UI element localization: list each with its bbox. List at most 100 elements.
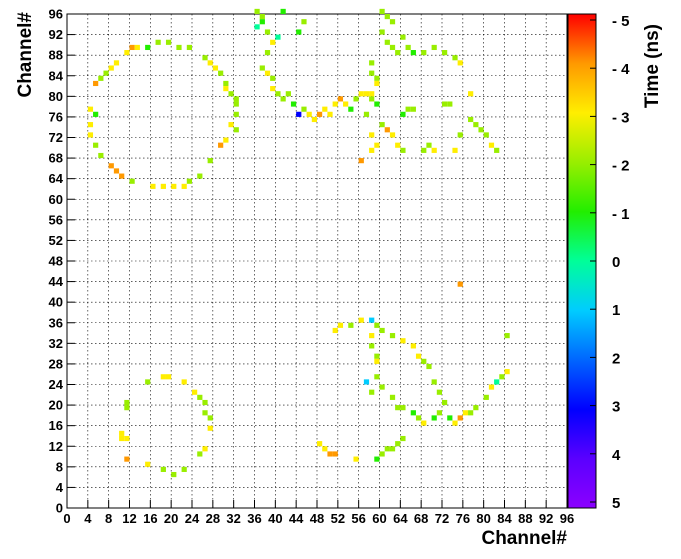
heatmap-cell: [202, 446, 208, 452]
heatmap-cell: [202, 55, 208, 61]
heatmap-cell: [483, 394, 489, 400]
heatmap-cell: [181, 379, 187, 385]
heatmap-cell: [103, 70, 109, 76]
heatmap-cell: [504, 369, 510, 375]
y-tick-label: 68: [49, 151, 63, 166]
x-tick-label: 8: [105, 511, 112, 526]
heatmap-cell: [384, 14, 390, 20]
heatmap-cell: [150, 183, 156, 189]
heatmap-cell: [327, 451, 333, 457]
colorbar-tick-label: - 4: [612, 61, 630, 78]
heatmap-cell: [358, 91, 364, 97]
colorbar-tick-label: - 1: [612, 206, 630, 223]
heatmap-cell: [389, 44, 396, 51]
heatmap-cell: [197, 451, 203, 457]
heatmap-cell: [369, 91, 375, 97]
heatmap-cell: [410, 410, 416, 416]
heatmap-cell: [275, 91, 281, 97]
heatmap-cell: [202, 399, 208, 406]
heatmap-cell: [93, 142, 99, 148]
heatmap-cell: [275, 34, 281, 40]
heatmap-cell: [447, 415, 453, 421]
heatmap-cell: [223, 86, 229, 92]
heatmap-cell: [369, 317, 375, 323]
heatmap-cell: [171, 471, 177, 478]
heatmap-cell: [218, 142, 224, 148]
heatmap-cell: [374, 101, 380, 107]
heatmap-cell: [374, 142, 380, 148]
heatmap-cell: [389, 333, 396, 339]
x-tick-label: 88: [518, 511, 532, 526]
colorbar-tick-label: 4: [612, 447, 621, 464]
heatmap-cell: [327, 111, 333, 117]
heatmap-cell: [348, 106, 354, 112]
heatmap-cell: [426, 142, 432, 148]
x-tick-label: 60: [372, 511, 386, 526]
heatmap-cell: [186, 178, 192, 184]
heatmap-cell: [379, 327, 385, 334]
colorbar-tick-label: 3: [612, 399, 620, 416]
heatmap-cell: [369, 343, 375, 349]
heatmap-cell: [395, 50, 401, 56]
x-tick-label: 16: [143, 511, 157, 526]
heatmap-cell: [410, 50, 416, 56]
colorbar-tick-label: - 3: [612, 109, 630, 126]
heatmap-cell: [436, 410, 442, 416]
heatmap-cell: [93, 111, 99, 117]
heatmap-cell: [290, 101, 297, 107]
heatmap-cell: [415, 415, 422, 421]
heatmap-cell: [337, 322, 344, 328]
colorbar-tick-label: 5: [612, 495, 620, 512]
heatmap-cell: [369, 70, 375, 76]
heatmap-cell: [192, 389, 198, 395]
x-tick-label: 72: [435, 511, 449, 526]
heatmap-cell: [431, 415, 437, 421]
heatmap-cell: [384, 446, 390, 452]
heatmap-cell: [124, 456, 130, 462]
heatmap-cell: [218, 70, 224, 76]
heatmap-cell: [462, 410, 469, 416]
heatmap-cell: [259, 65, 265, 71]
heatmap-cell: [129, 44, 135, 51]
heatmap-cell: [400, 405, 406, 411]
heatmap-cell: [468, 116, 474, 123]
y-tick-label: 20: [49, 398, 63, 413]
heatmap-cell: [478, 127, 484, 133]
heatmap-cell: [306, 111, 312, 117]
heatmap-cell: [119, 173, 125, 179]
heatmap-cell: [431, 147, 437, 153]
heatmap-cell: [264, 29, 271, 35]
heatmap-cell: [264, 70, 271, 76]
heatmap-cell: [280, 96, 286, 102]
heatmap-cell: [160, 374, 166, 380]
heatmap-cell: [405, 44, 411, 51]
heatmap-cell: [259, 19, 265, 25]
heatmap-cell: [108, 65, 114, 71]
heatmap-cell: [374, 358, 380, 364]
x-tick-label: 92: [539, 511, 553, 526]
heatmap-cell: [421, 50, 427, 56]
heatmap-cell: [113, 60, 120, 66]
heatmap-cell: [379, 451, 385, 457]
y-tick-label: 64: [49, 171, 64, 186]
heatmap-cell: [233, 111, 239, 117]
heatmap-cell: [374, 80, 380, 87]
colorbar-tick-label: 0: [612, 254, 620, 271]
y-tick-label: 16: [49, 418, 63, 433]
heatmap-cell: [186, 44, 192, 51]
heatmap-cell: [353, 456, 359, 462]
heatmap-cell: [379, 384, 385, 390]
heatmap-cell: [452, 420, 458, 426]
heatmap-cell: [374, 374, 380, 380]
heatmap-cell: [400, 111, 406, 117]
heatmap-cell: [155, 39, 161, 45]
heatmap-cell: [369, 333, 375, 339]
heatmap-cell: [374, 322, 380, 328]
heatmap-cell: [181, 183, 187, 189]
colorbar-tick-label: - 5: [612, 13, 630, 30]
heatmap-cell: [395, 142, 401, 148]
heatmap-cell: [452, 147, 458, 153]
heatmap-cell: [134, 44, 140, 51]
heatmap-cell: [395, 405, 401, 411]
heatmap-cell: [400, 34, 406, 40]
